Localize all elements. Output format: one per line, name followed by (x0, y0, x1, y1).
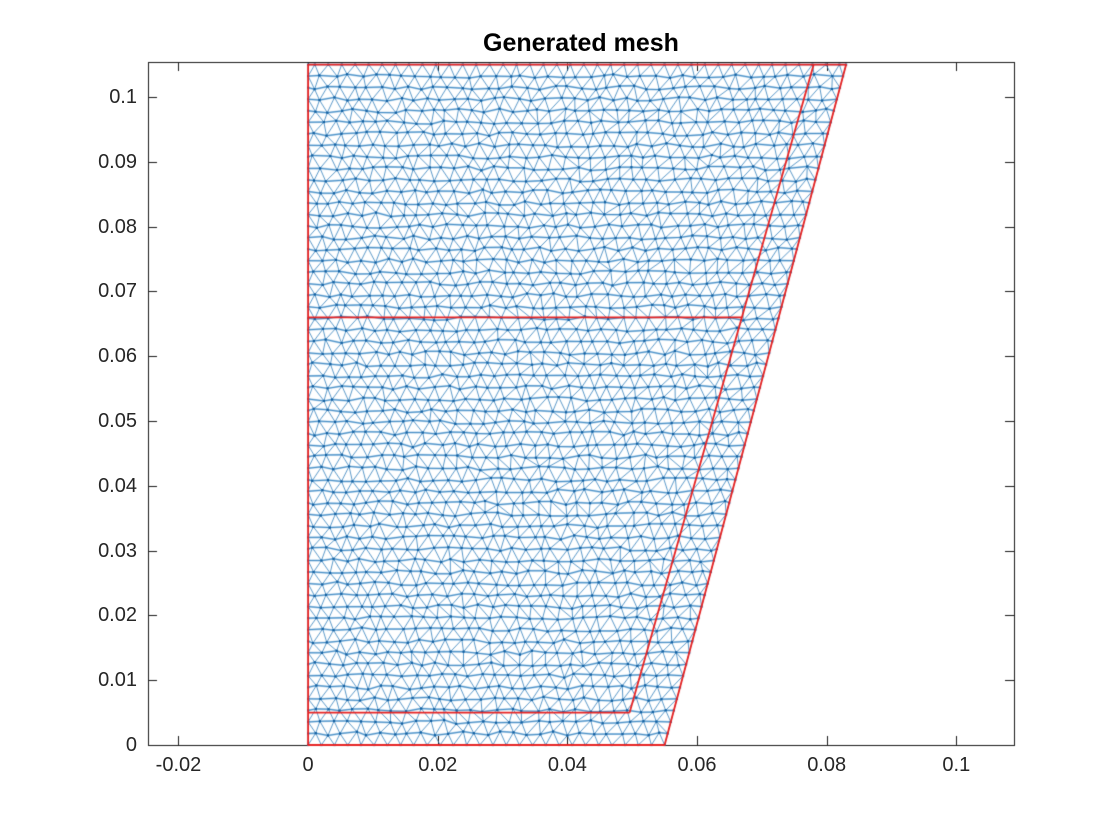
x-tick-label: 0.02 (418, 754, 458, 776)
chart-title: Generated mesh (483, 29, 679, 57)
y-tick-label: 0.02 (98, 604, 137, 627)
y-tick-label: 0.06 (98, 345, 137, 368)
y-tick-label: 0 (125, 734, 137, 756)
x-tick-label: 0.04 (547, 754, 587, 776)
x-tick-label: 0.06 (677, 754, 717, 776)
y-tick-label: 0.07 (98, 280, 137, 303)
y-tick-label: 0.01 (98, 669, 137, 692)
y-tick-label: 0.09 (98, 150, 137, 173)
y-tick-label: 0.04 (98, 474, 137, 497)
x-tick-label: 0.08 (807, 754, 847, 776)
y-tick-label: 0.03 (98, 539, 137, 562)
y-tick-label: 0.08 (98, 215, 137, 238)
y-tick-label: 0.1 (109, 85, 137, 108)
y-tick-label: 0.05 (98, 409, 137, 432)
x-tick-label: 0 (302, 754, 314, 776)
x-tick-label: 0.1 (942, 754, 971, 776)
x-tick-label: -0.02 (155, 754, 202, 776)
